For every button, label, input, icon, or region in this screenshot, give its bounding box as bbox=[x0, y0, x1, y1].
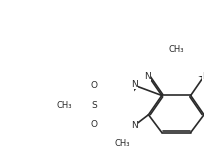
Text: CH₃: CH₃ bbox=[168, 45, 184, 54]
Text: S: S bbox=[92, 101, 97, 110]
Text: N: N bbox=[144, 72, 151, 81]
Text: N: N bbox=[131, 80, 138, 89]
Text: N: N bbox=[131, 121, 138, 130]
Text: CH₃: CH₃ bbox=[56, 101, 72, 110]
Text: O: O bbox=[91, 81, 98, 90]
Text: CH₃: CH₃ bbox=[115, 139, 130, 148]
Text: O: O bbox=[91, 120, 98, 129]
Text: N: N bbox=[202, 72, 204, 81]
